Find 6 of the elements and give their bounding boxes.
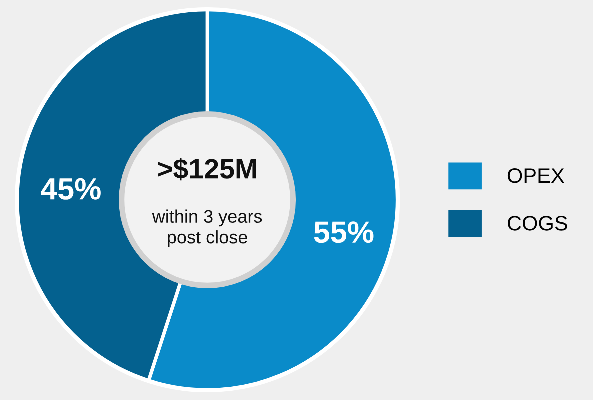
- text: within 3 years post close: [152, 210, 262, 248]
- text: >$125M: [158, 158, 256, 181]
- legend-label: COGS: [508, 216, 568, 231]
- data-label: 55%: [314, 222, 374, 244]
- data-label: 45%: [41, 178, 101, 200]
- legend-label: OPEX: [508, 168, 564, 184]
